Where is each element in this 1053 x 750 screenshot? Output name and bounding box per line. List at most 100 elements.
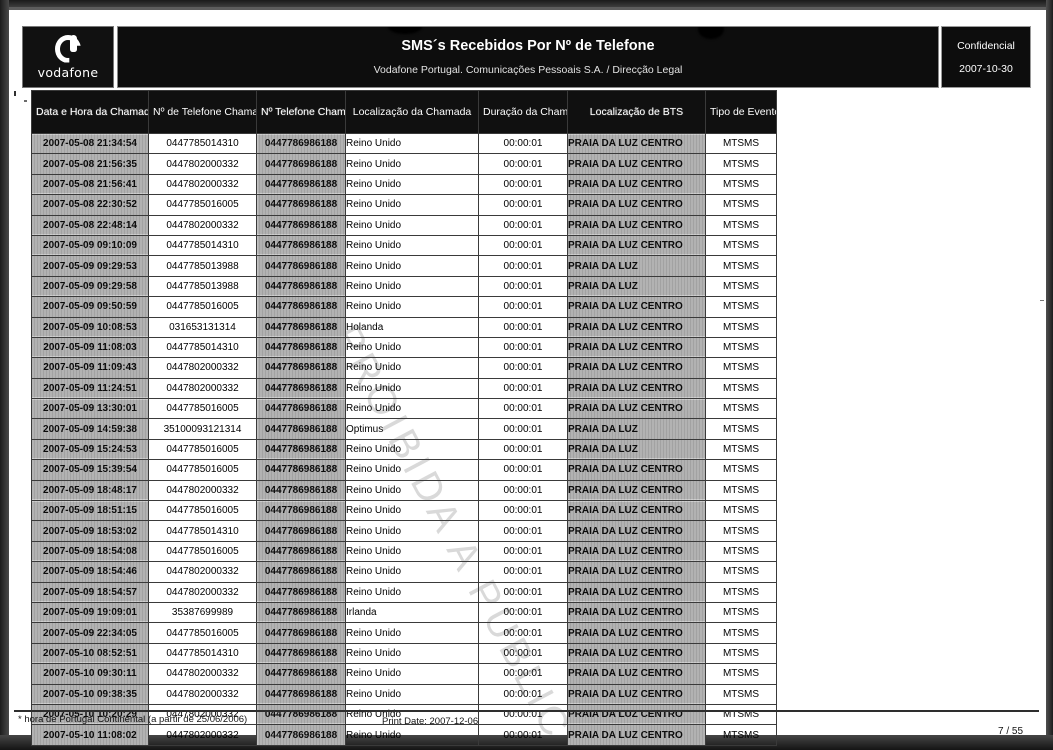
cell-bts-location: PRAIA DA LUZ CENTRO [567,316,706,338]
cell-event-type: MTSMS [705,540,777,563]
table-row: 2007-05-09 09:10:09 0447785014310 04477869… [31,234,777,257]
confidential-date: 2007-10-30 [959,62,1013,75]
cell-event-type: MTSMS [705,601,777,624]
table-row: 2007-05-09 18:53:02 0447785014310 04477869… [31,520,777,542]
cell-called-number: 0447786986188 [256,194,346,216]
cell-event-type: MTSMS [705,398,777,420]
cell-datetime: 2007-05-08 21:56:35 [31,153,149,175]
cell-call-location: Holanda [345,316,479,338]
page-subtitle: Vodafone Portugal. Comunicações Pessoais… [373,64,683,76]
cell-calling-number: 0447802000332 [148,214,257,236]
footer-divider [14,710,1039,712]
table-row: 2007-05-09 09:29:53 0447785013988 04477869… [31,255,777,277]
cell-event-type: MTSMS [705,724,777,746]
cell-called-number: 0447786986188 [256,683,346,705]
cell-call-location: Reino Unido [345,377,479,400]
cell-call-duration: 00:00:01 [478,194,568,216]
vodafone-speechmark-icon [55,34,81,63]
cell-event-type: MTSMS [705,316,777,338]
cell-event-type: MTSMS [705,418,777,440]
cell-called-number: 0447786986188 [256,398,346,420]
cell-bts-location: PRAIA DA LUZ CENTRO [567,234,706,257]
cell-call-duration: 00:00:01 [478,459,568,481]
cell-call-duration: 00:00:01 [478,500,568,522]
cell-called-number: 0447786986188 [256,336,346,359]
cell-bts-location: PRAIA DA LUZ CENTRO [567,194,706,216]
cell-datetime: 2007-05-09 18:54:46 [31,561,149,583]
cell-bts-location: PRAIA DA LUZ CENTRO [567,683,706,705]
cell-call-location: Reino Unido [345,153,479,175]
cell-bts-location: PRAIA DA LUZ CENTRO [567,153,706,175]
cell-calling-number: 0447802000332 [148,173,257,196]
cell-bts-location: PRAIA DA LUZ CENTRO [567,581,706,603]
cell-bts-location: PRAIA DA LUZ CENTRO [567,724,706,746]
cell-call-location: Reino Unido [345,540,479,563]
call-log-table-body: 2007-05-08 21:34:54 0447785014310 04477869… [31,132,777,746]
cell-calling-number: 0447785016005 [148,540,257,563]
cell-call-location: Reino Unido [345,132,479,155]
cell-bts-location: PRAIA DA LUZ CENTRO [567,601,706,624]
cell-event-type: MTSMS [705,459,777,481]
cell-called-number: 0447786986188 [256,132,346,155]
cell-call-location: Reino Unido [345,459,479,481]
cell-datetime: 2007-05-09 10:08:53 [31,316,149,338]
cell-calling-number: 0447785013988 [148,255,257,277]
cell-event-type: MTSMS [705,622,777,644]
call-log-table-container: Data e Hora da Chamada Nº de Telefone Ch… [31,90,777,746]
cell-call-duration: 00:00:01 [478,132,568,155]
cell-called-number: 0447786986188 [256,459,346,481]
cell-event-type: MTSMS [705,500,777,522]
cell-called-number: 0447786986188 [256,418,346,440]
cell-called-number: 0447786986188 [256,622,346,644]
cell-called-number: 0447786986188 [256,642,346,665]
cell-calling-number: 0447785013988 [148,275,257,298]
cell-call-location: Reino Unido [345,214,479,236]
cell-bts-location: PRAIA DA LUZ CENTRO [567,561,706,583]
table-row: 2007-05-10 09:38:35 0447802000332 04477869… [31,683,777,705]
cell-calling-number: 35387699989 [148,601,257,624]
cell-datetime: 2007-05-10 09:30:11 [31,663,149,685]
cell-datetime: 2007-05-10 11:08:02 [31,724,149,746]
cell-call-location: Reino Unido [345,234,479,257]
scan-artifact-blob [698,27,724,39]
cell-call-duration: 00:00:01 [478,336,568,359]
table-row: 2007-05-09 14:59:38 35100093121314 0447786… [31,418,777,440]
cell-call-duration: 00:00:01 [478,622,568,644]
cell-event-type: MTSMS [705,255,777,277]
cell-datetime: 2007-05-10 08:52:51 [31,642,149,665]
cell-event-type: MTSMS [705,561,777,583]
cell-calling-number: 35100093121314 [148,418,257,440]
cell-call-location: Reino Unido [345,683,479,705]
cell-calling-number: 0447785014310 [148,234,257,257]
cell-call-duration: 00:00:01 [478,377,568,400]
cell-call-duration: 00:00:01 [478,357,568,379]
column-header-datetime: Data e Hora da Chamada [31,90,149,134]
cell-event-type: MTSMS [705,520,777,542]
cell-call-duration: 00:00:01 [478,398,568,420]
cell-called-number: 0447786986188 [256,561,346,583]
cell-call-duration: 00:00:01 [478,275,568,298]
cell-datetime: 2007-05-09 09:29:53 [31,255,149,277]
cell-called-number: 0447786986188 [256,540,346,563]
column-header-bts-location: Localização de BTS [567,90,706,134]
cell-call-duration: 00:00:01 [478,703,568,726]
scan-artifact-mark [1040,300,1044,301]
cell-bts-location: PRAIA DA LUZ CENTRO [567,703,706,726]
cell-called-number: 0447786986188 [256,500,346,522]
cell-datetime: 2007-05-08 21:56:41 [31,173,149,196]
document-header: vodafone SMS´s Recebidos Por Nº de Telef… [22,26,1031,88]
table-row: 2007-05-08 21:56:35 0447802000332 04477869… [31,153,777,175]
table-row: 2007-05-08 22:48:14 0447802000332 04477869… [31,214,777,236]
cell-datetime: 2007-05-09 15:39:54 [31,459,149,481]
cell-calling-number: 0447785016005 [148,438,257,461]
cell-called-number: 0447786986188 [256,703,346,726]
cell-datetime: 2007-05-09 18:51:15 [31,500,149,522]
table-row: 2007-05-09 18:54:08 0447785016005 04477869… [31,540,777,563]
cell-called-number: 0447786986188 [256,724,346,746]
scan-artifact-mark [24,100,27,102]
cell-datetime: 2007-05-08 22:48:14 [31,214,149,236]
cell-called-number: 0447786986188 [256,479,346,502]
document-title-banner: SMS´s Recebidos Por Nº de Telefone Vodaf… [117,26,939,88]
call-log-table: Data e Hora da Chamada Nº de Telefone Ch… [31,90,777,746]
